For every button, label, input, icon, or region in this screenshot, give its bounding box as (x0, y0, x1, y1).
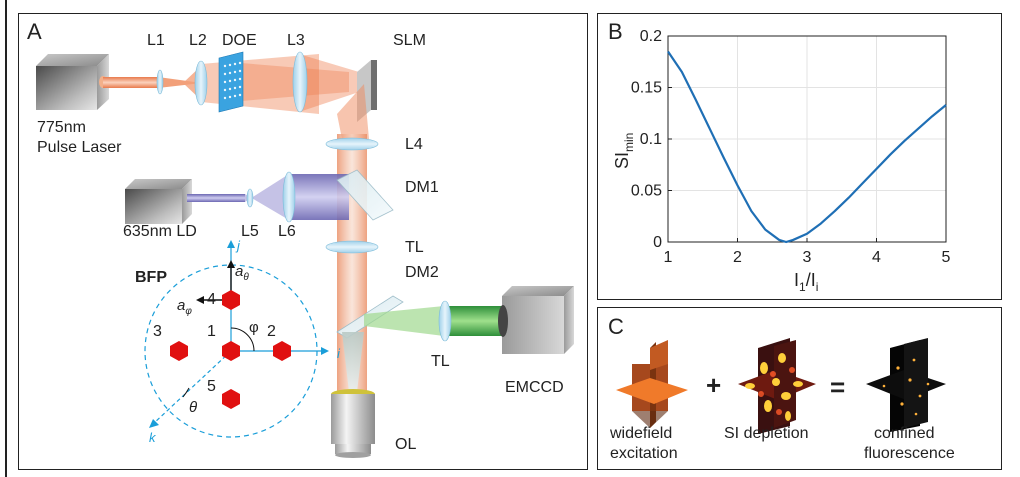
caption-3-line2: fluorescence (864, 445, 955, 462)
caption-1-line1: widefield (609, 425, 672, 442)
lens-L3-icon (292, 51, 308, 113)
y-tick-label: 0.15 (631, 80, 662, 97)
x-tick-label: 5 (942, 249, 951, 266)
phi-label: φ (249, 319, 259, 336)
axis-k-label: k (149, 430, 157, 445)
dichroic-mirror-1-icon (336, 169, 394, 221)
label-SLM: SLM (393, 32, 426, 49)
fluorescence-beam (364, 306, 504, 336)
panel-letter: C (608, 314, 624, 339)
laser-label-line2: Pulse Laser (37, 139, 122, 156)
label-L6: L6 (278, 223, 296, 240)
label-DOE: DOE (222, 32, 257, 49)
spot-2-icon (273, 341, 291, 361)
label-L1: L1 (147, 32, 165, 49)
a-phi-label: aφ (177, 297, 192, 317)
bfp-title: BFP (135, 269, 167, 286)
label-EMCCD: EMCCD (505, 379, 564, 396)
panel-letter: A (27, 19, 42, 44)
spot-2-label: 2 (267, 323, 276, 340)
lens-L4-icon (325, 137, 379, 151)
laser-label-line1: 775nm (37, 119, 86, 136)
axis-j-arrow-icon (227, 240, 235, 248)
axis-k-arrow-icon (149, 419, 159, 428)
lens-L5-icon (246, 188, 254, 208)
label-L5: L5 (241, 223, 259, 240)
axis-i-arrow-icon (321, 347, 329, 355)
ld-beam (187, 174, 349, 220)
label-LD: 635nm LD (123, 223, 197, 240)
tube-lens-upper-icon (325, 240, 379, 254)
label-L4: L4 (405, 136, 423, 153)
spot-3-icon (170, 341, 188, 361)
x-tick-label: 2 (733, 249, 742, 266)
optical-setup-diagram: A 775nm Pulse Laser L1 L2 DOE L3 SLM (27, 19, 574, 458)
label-L2: L2 (189, 32, 207, 49)
spot-3-label: 3 (153, 323, 162, 340)
panel-c-illustration: C + = (597, 307, 1002, 470)
theta-arc (182, 387, 190, 398)
widefield-excitation-image (616, 340, 688, 428)
spot-5-label: 5 (207, 378, 216, 395)
caption-1-line2: excitation (610, 445, 678, 462)
ld-laser-icon (125, 179, 192, 224)
si-depletion-image (738, 338, 816, 434)
objective-cone (342, 332, 364, 392)
label-DM1: DM1 (405, 179, 439, 196)
caption-2-line1: SI depletion (724, 425, 809, 442)
caption-3-line1: confined (874, 425, 935, 442)
series-line (667, 50, 947, 244)
label-OL: OL (395, 436, 416, 453)
illumination-illustration: C + = (608, 314, 955, 462)
label-DM2: DM2 (405, 264, 439, 281)
operator-plus: + (706, 370, 721, 400)
chart-series (667, 50, 947, 244)
chart-ticks: 1 2 3 4 5 0 0.05 0.1 0.15 0.2 (631, 28, 951, 266)
confined-fluorescence-image (866, 338, 946, 432)
label-TL-upper: TL (405, 239, 424, 256)
a-theta-arrow-icon (227, 260, 235, 268)
phi-arc (230, 327, 255, 352)
x-tick-label: 1 (664, 249, 673, 266)
label-TL-lower: TL (431, 353, 450, 370)
objective-lens-icon (331, 389, 375, 458)
axis-i-label: i (337, 346, 341, 361)
left-edge-line (5, 0, 7, 477)
tube-lens-lower-icon (438, 300, 452, 342)
a-theta-label: aθ (235, 263, 249, 283)
si-min-chart: B 1 2 3 4 5 0 0.05 0.1 0.15 0.2 I1/Ii SImin (608, 19, 951, 294)
label-L3: L3 (287, 32, 305, 49)
chart-xlabel: I1/Ii (794, 270, 818, 294)
axis-j-label: j (235, 238, 241, 253)
a-phi-arrow-icon (196, 296, 204, 304)
theta-label: θ (189, 399, 197, 416)
axis-k-line (152, 350, 232, 425)
panel-b-chart: B 1 2 3 4 5 0 0.05 0.1 0.15 0.2 I1/Ii SImin (597, 13, 1002, 300)
panel-letter: B (608, 19, 623, 44)
spot-1-icon (222, 341, 240, 361)
x-tick-label: 4 (872, 249, 881, 266)
chart-grid (667, 35, 947, 243)
pulse-laser-icon (36, 54, 109, 110)
spot-1-label: 1 (207, 323, 216, 340)
spot-5-icon (222, 389, 240, 409)
panel-a-optical-setup: A 775nm Pulse Laser L1 L2 DOE L3 SLM (18, 13, 588, 470)
chart-ylabel: SImin (612, 133, 636, 169)
operator-equals: = (830, 372, 845, 402)
y-tick-label: 0.05 (631, 183, 662, 200)
lens-L2-icon (194, 60, 208, 106)
lens-L6-icon (282, 171, 296, 223)
x-tick-label: 3 (803, 249, 812, 266)
doe-icon (218, 51, 244, 113)
bfp-diagram: BFP i j k aθ aφ φ θ (135, 238, 341, 445)
y-tick-label: 0 (653, 234, 662, 251)
y-tick-label: 0.2 (640, 28, 662, 45)
spot-4-label: 4 (207, 291, 216, 308)
emccd-camera-icon (498, 286, 574, 354)
spot-4-icon (222, 290, 240, 310)
lens-L1-icon (156, 69, 164, 95)
y-tick-label: 0.1 (640, 131, 662, 148)
